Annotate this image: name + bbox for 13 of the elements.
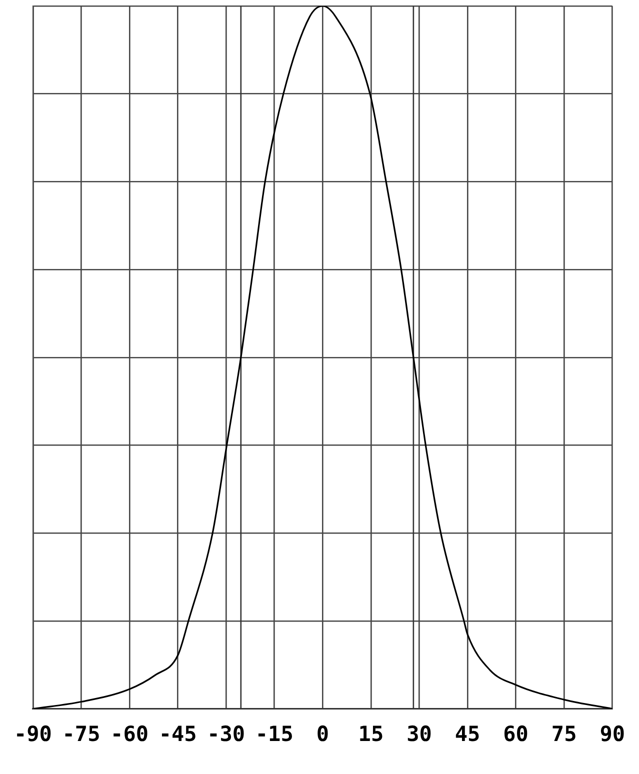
x-tick-label: 90: [600, 722, 626, 746]
x-tick-label: 0: [316, 722, 329, 746]
x-tick-label: -75: [62, 722, 100, 746]
x-tick-label: 45: [454, 722, 480, 746]
x-tick-label: -30: [207, 722, 246, 746]
x-tick-label: 30: [406, 722, 432, 746]
x-tick-label: -45: [158, 722, 197, 746]
x-tick-label: -15: [255, 722, 294, 746]
x-tick-label: 75: [551, 722, 577, 746]
x-tick-label: 60: [503, 722, 528, 746]
x-tick-label: -60: [110, 722, 148, 746]
x-tick-label: -90: [14, 722, 52, 746]
x-tick-label: 15: [358, 722, 384, 746]
